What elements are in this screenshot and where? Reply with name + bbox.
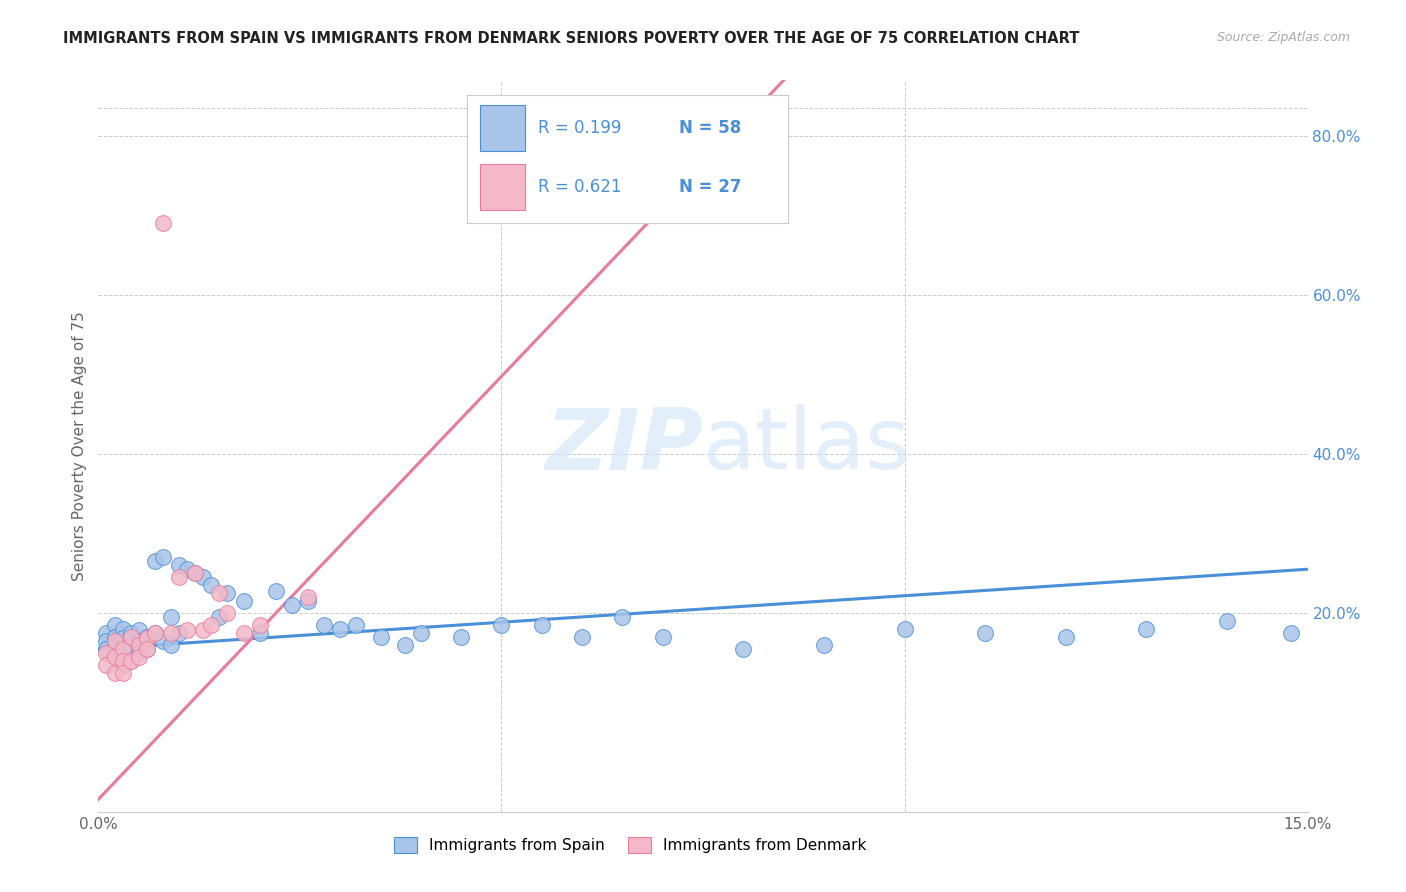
Point [297, 594, 319, 608]
Point [344, 618, 367, 632]
Point [1281, 625, 1303, 640]
Point [249, 618, 271, 632]
Point [128, 646, 150, 660]
Point [152, 550, 174, 565]
Point [120, 630, 142, 644]
Point [103, 630, 125, 644]
Text: IMMIGRANTS FROM SPAIN VS IMMIGRANTS FROM DENMARK SENIORS POVERTY OVER THE AGE OF: IMMIGRANTS FROM SPAIN VS IMMIGRANTS FROM… [63, 31, 1080, 46]
Point [120, 625, 142, 640]
Point [135, 632, 157, 646]
Point [571, 630, 593, 644]
Point [208, 586, 231, 600]
Point [111, 657, 134, 672]
Point [217, 586, 239, 600]
Point [1135, 622, 1157, 636]
Point [96, 657, 118, 672]
Point [329, 622, 352, 636]
Point [152, 216, 174, 230]
Point [103, 633, 125, 648]
Point [612, 610, 634, 624]
Point [167, 625, 190, 640]
Point [96, 646, 118, 660]
Point [281, 598, 304, 612]
Point [370, 630, 392, 644]
Point [733, 641, 755, 656]
Point [200, 618, 222, 632]
Point [111, 665, 134, 680]
Point [450, 630, 472, 644]
Point [120, 654, 142, 668]
Point [409, 625, 432, 640]
Point [143, 625, 166, 640]
Legend: Immigrants from Spain, Immigrants from Denmark: Immigrants from Spain, Immigrants from D… [388, 830, 873, 859]
Point [160, 625, 183, 640]
Point [143, 625, 166, 640]
Point [103, 618, 125, 632]
Point [184, 566, 207, 581]
Point [813, 638, 835, 652]
Point [128, 633, 150, 648]
Point [96, 625, 118, 640]
Point [160, 638, 183, 652]
Point [893, 622, 915, 636]
Text: atlas: atlas [703, 404, 911, 488]
Point [111, 622, 134, 636]
Point [152, 633, 174, 648]
Text: Source: ZipAtlas.com: Source: ZipAtlas.com [1216, 31, 1350, 45]
Point [103, 665, 125, 680]
Point [530, 618, 553, 632]
Point [135, 630, 157, 644]
Point [111, 654, 134, 668]
Point [111, 641, 134, 656]
Point [208, 610, 231, 624]
Point [232, 625, 254, 640]
Point [167, 558, 190, 573]
Point [176, 562, 198, 576]
Point [193, 570, 215, 584]
Point [111, 641, 134, 656]
Point [128, 649, 150, 664]
Point [103, 649, 125, 664]
Point [176, 624, 198, 638]
Point [297, 590, 319, 604]
Point [200, 578, 222, 592]
Point [96, 633, 118, 648]
Point [232, 594, 254, 608]
Point [103, 649, 125, 664]
Point [1054, 630, 1077, 644]
Text: ZIP: ZIP [546, 404, 703, 488]
Point [217, 606, 239, 620]
Point [184, 566, 207, 581]
Point [103, 638, 125, 652]
Point [120, 654, 142, 668]
Point [1216, 614, 1239, 628]
Y-axis label: Seniors Poverty Over the Age of 75: Seniors Poverty Over the Age of 75 [72, 311, 87, 581]
Point [651, 630, 673, 644]
Point [120, 638, 142, 652]
Point [160, 610, 183, 624]
Point [96, 641, 118, 656]
Point [111, 632, 134, 646]
Point [167, 570, 190, 584]
Point [491, 618, 513, 632]
Point [128, 638, 150, 652]
Point [264, 583, 287, 598]
Point [249, 625, 271, 640]
Point [974, 625, 997, 640]
Point [135, 641, 157, 656]
Point [394, 638, 416, 652]
Point [135, 641, 157, 656]
Point [143, 554, 166, 568]
Point [128, 624, 150, 638]
Point [193, 624, 215, 638]
Point [314, 618, 336, 632]
